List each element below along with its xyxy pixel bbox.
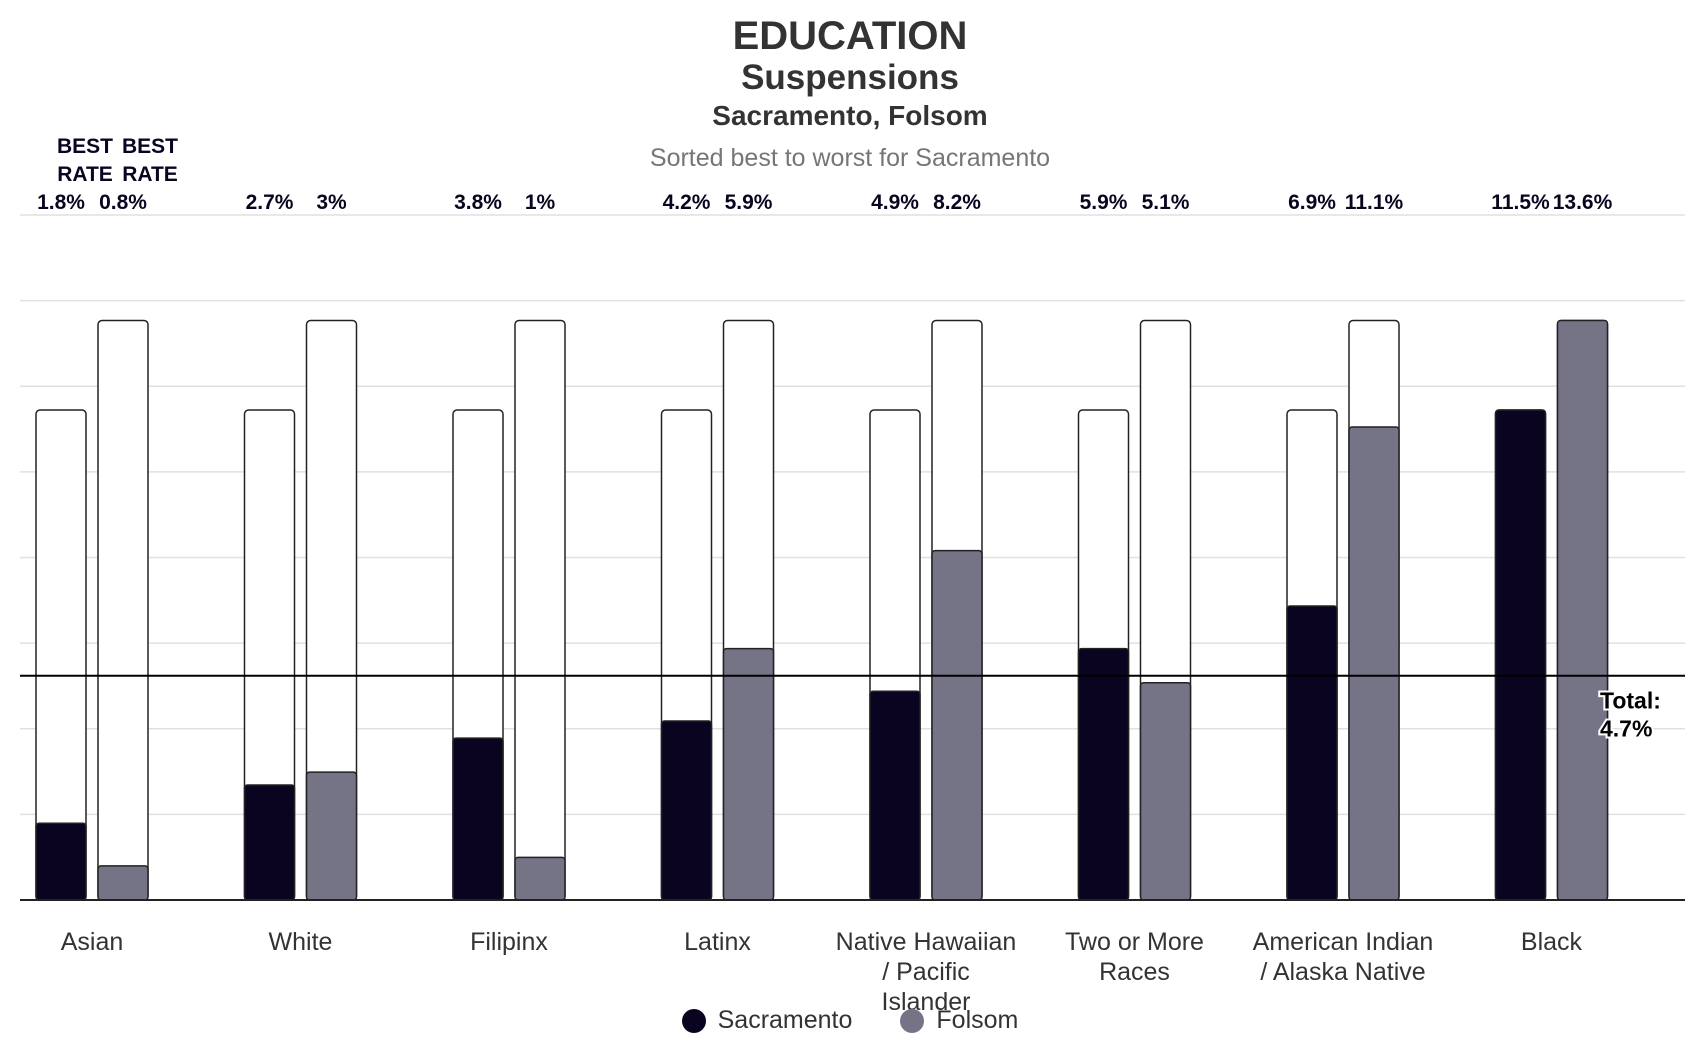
reference-label-title: Total: [1600,688,1661,714]
data-label-folsom: 8.2% [933,191,981,214]
data-label-sacramento: 3.8% [454,191,502,214]
data-label-folsom: 1% [525,191,556,214]
data-label-folsom: 0.8% [99,191,147,214]
bar-sacramento [243,784,296,901]
bar-folsom [514,856,566,901]
legend: Sacramento Folsom [0,1006,1700,1035]
data-label-sacramento: 1.8% [37,191,85,214]
bar-sacramento [869,690,921,901]
data-label-sacramento: 5.9% [1080,191,1128,214]
category-label: Asian [61,928,124,956]
category-label: American Indian / Alaska Native [1253,928,1434,986]
bar-sacramento [1494,409,1547,901]
legend-label-folsom: Folsom [936,1006,1019,1034]
legend-item-folsom: Folsom [900,1006,1018,1035]
category-label: Black [1521,928,1583,956]
bar-sacramento [35,822,87,901]
reference-label-value: 4.7% [1600,716,1652,742]
category-label: Native Hawaiian / Pacific Islander [836,928,1017,1016]
data-label-folsom: 13.6% [1553,191,1613,214]
bar-folsom [931,549,983,901]
bar-folsom [97,865,149,901]
category-label: White [269,928,333,956]
category-label: Filipinx [470,928,548,956]
category-label: Two or More Races [1065,928,1204,986]
chart-places: Sacramento, Folsom [712,100,988,131]
bar-sacramento [452,737,504,901]
sort-note: Sorted best to worst for Sacramento [649,144,1051,172]
bar-folsom [722,647,775,901]
data-label-folsom: 3% [316,191,347,214]
bar-folsom [1556,319,1609,901]
best-rate-label-sacramento: BEST RATE [57,135,114,186]
category-label: Latinx [684,928,751,956]
bar-outline-folsom [97,319,149,901]
legend-item-sacramento: Sacramento [681,1006,853,1035]
data-label-sacramento: 4.9% [871,191,919,214]
data-label-folsom: 11.1% [1345,191,1404,214]
chart-title: EDUCATION [732,14,968,58]
data-label-sacramento: 11.5% [1491,191,1550,214]
data-label-sacramento: 2.7% [246,191,294,214]
bar-folsom [305,771,358,901]
data-label-folsom: 5.9% [725,191,773,214]
data-label-sacramento: 4.2% [663,191,711,214]
legend-swatch-folsom [900,1008,925,1033]
best-rate-label-folsom: BEST RATE [122,135,179,186]
bar-sacramento [1286,605,1338,901]
legend-label-sacramento: Sacramento [717,1006,853,1034]
legend-swatch-sacramento [681,1008,706,1033]
bar-sacramento [660,720,713,901]
chart-subtitle: Suspensions [741,58,959,97]
bar-folsom [1139,681,1192,901]
bar-folsom [1348,426,1400,901]
bar-outline-folsom [514,319,566,901]
data-label-sacramento: 6.9% [1288,191,1336,214]
bar-sacramento [1077,647,1130,901]
data-label-folsom: 5.1% [1142,191,1190,214]
